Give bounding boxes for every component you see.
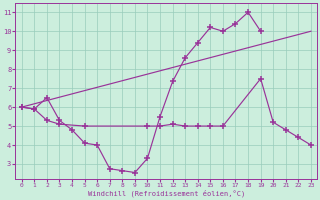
X-axis label: Windchill (Refroidissement éolien,°C): Windchill (Refroidissement éolien,°C) [88, 190, 245, 197]
